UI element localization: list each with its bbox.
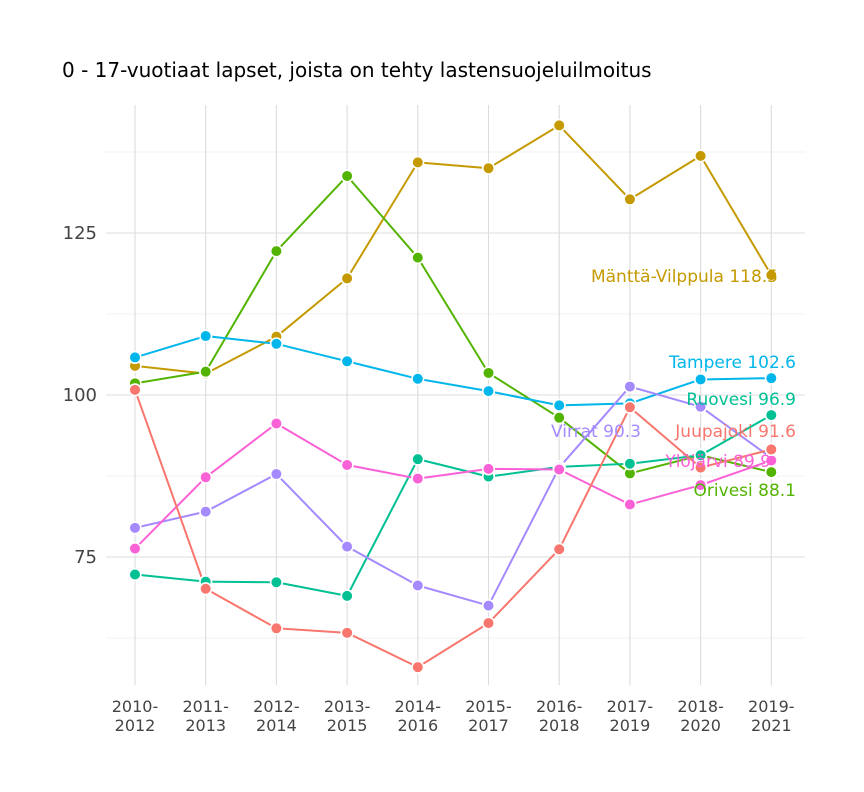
series-point-5-0 <box>128 541 142 556</box>
chart-title: 0 - 17-vuotiaat lapset, joista on tehty … <box>62 58 652 82</box>
series-point-6-2 <box>269 621 284 635</box>
series-point-1-3 <box>340 169 354 183</box>
series-point-4-2 <box>269 467 284 481</box>
series-point-2-3 <box>340 589 354 603</box>
series-point-6-1 <box>199 582 213 596</box>
series-point-5-1 <box>199 470 213 484</box>
x-tick-label: 2012-2014 <box>253 697 300 735</box>
series-point-3-5 <box>481 384 496 398</box>
series-point-3-1 <box>199 329 213 343</box>
series-point-6-6 <box>552 542 566 556</box>
series-point-5-7 <box>623 497 637 512</box>
series-point-1-4 <box>411 251 425 265</box>
series-point-1-5 <box>481 366 496 380</box>
x-tick-label: 2018-2020 <box>677 697 724 735</box>
series-end-labels: Mänttä-Vilppula 118.5 Orivesi 88.1 Ruovesi… <box>551 267 796 501</box>
series-point-0-7 <box>623 192 637 206</box>
x-tick-label: 2013-2015 <box>324 697 371 735</box>
series-point-4-1 <box>199 505 213 519</box>
series-line-0 <box>134 124 773 375</box>
series-point-0-3 <box>340 271 354 285</box>
series-point-2-4 <box>411 452 425 466</box>
series-point-5-4 <box>411 471 425 486</box>
series-point-0-4 <box>411 155 425 169</box>
series-line-3 <box>134 335 772 407</box>
series-line-4 <box>134 385 772 607</box>
x-tick-label: 2011-2013 <box>182 697 229 735</box>
series-point-6-0 <box>128 383 142 397</box>
end-label-3: Tampere 102.6 <box>668 353 796 373</box>
y-tick-label: 100 <box>63 385 97 406</box>
series-line-5 <box>134 422 772 550</box>
series-point-4-0 <box>128 521 142 535</box>
series-points <box>128 118 778 674</box>
series-point-6-5 <box>481 616 496 630</box>
series-point-1-2 <box>269 244 284 258</box>
series-point-2-7 <box>623 457 637 471</box>
end-label-4: Virrat 90.3 <box>551 422 641 442</box>
x-tick-label: 2019-2021 <box>748 697 795 735</box>
series-line-6 <box>134 389 772 669</box>
x-tick-label: 2016-2018 <box>536 697 583 735</box>
x-tick-label: 2015-2017 <box>465 697 512 735</box>
end-label-1: Orivesi 88.1 <box>694 481 796 501</box>
series-point-5-5 <box>481 462 496 476</box>
series-point-6-7 <box>623 400 637 414</box>
series-line-2 <box>134 414 772 597</box>
series-line-1 <box>134 174 772 475</box>
series-point-6-4 <box>411 660 425 674</box>
x-tick-label: 2014-2016 <box>395 697 442 735</box>
end-label-6: Juupajoki 91.6 <box>674 422 796 442</box>
y-axis-ticks: 75 100 125 <box>63 223 97 568</box>
series-point-3-2 <box>269 337 284 351</box>
series-point-5-2 <box>269 416 284 431</box>
series-point-3-8 <box>693 372 708 387</box>
end-label-5: Ylöjärvi 89.9 <box>664 452 771 472</box>
series-point-4-7 <box>623 379 637 394</box>
series-point-0-6 <box>552 118 566 133</box>
x-axis-ticks: 2010-2012 2011-2013 2012-2014 2013-2015 2014… <box>112 697 795 735</box>
series-point-0-5 <box>481 161 496 175</box>
series-point-6-8 <box>693 460 708 475</box>
series-point-3-4 <box>411 372 425 386</box>
series-point-3-3 <box>340 354 354 368</box>
series-point-6-9 <box>764 442 778 457</box>
series-lines <box>134 124 773 669</box>
series-point-4-3 <box>340 540 354 554</box>
series-point-3-6 <box>552 398 566 412</box>
y-tick-label: 125 <box>63 223 97 244</box>
y-tick-label: 75 <box>74 547 97 568</box>
end-label-0: Mänttä-Vilppula 118.5 <box>591 267 778 287</box>
series-point-2-2 <box>269 575 284 589</box>
series-point-1-1 <box>199 365 213 379</box>
series-point-5-3 <box>340 458 354 472</box>
series-point-4-8 <box>693 400 708 414</box>
x-tick-label: 2010-2012 <box>112 697 159 735</box>
series-point-2-9 <box>764 408 778 422</box>
series-point-0-9 <box>764 268 778 282</box>
series-point-6-3 <box>340 626 354 640</box>
series-point-4-4 <box>411 578 425 593</box>
series-point-3-0 <box>128 350 142 365</box>
series-point-2-0 <box>128 567 142 582</box>
series-point-5-8 <box>693 478 708 492</box>
x-tick-label: 2017-2019 <box>607 697 654 735</box>
series-point-0-8 <box>693 149 708 163</box>
end-label-2: Ruovesi 96.9 <box>686 390 796 410</box>
series-point-4-5 <box>481 598 496 613</box>
series-point-5-6 <box>552 462 566 477</box>
series-point-3-9 <box>764 371 778 385</box>
